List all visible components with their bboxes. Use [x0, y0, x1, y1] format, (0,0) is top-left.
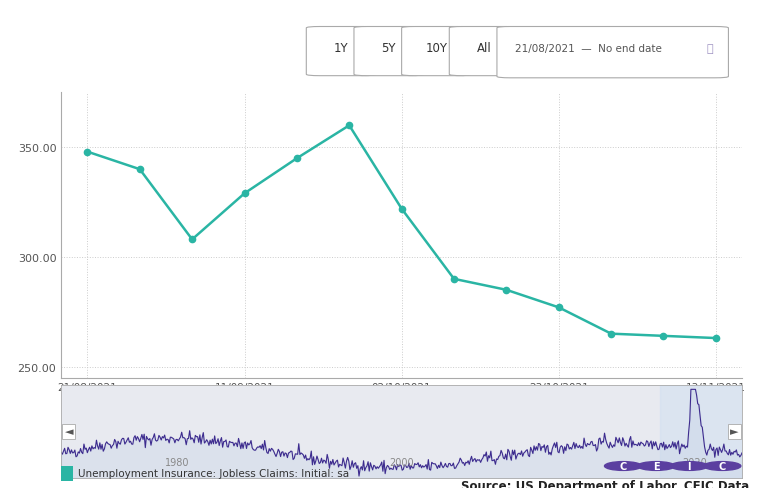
Text: C: C [718, 461, 726, 471]
Text: ►: ► [730, 427, 739, 437]
Text: 10Y: 10Y [425, 42, 448, 55]
Text: All: All [477, 42, 491, 55]
Text: I: I [688, 461, 691, 471]
Bar [660, 385, 742, 478]
Circle shape [704, 462, 741, 470]
Text: 1980: 1980 [164, 457, 189, 467]
Text: Unemployment Insurance: Jobless Claims: Initial: sa: Unemployment Insurance: Jobless Claims: … [78, 468, 349, 478]
Text: 21/08/2021  —  No end date: 21/08/2021 — No end date [516, 44, 662, 54]
Text: Source: US Department of Labor, CEIC Data: Source: US Department of Labor, CEIC Dat… [461, 479, 750, 488]
Circle shape [604, 462, 642, 470]
Text: 2020: 2020 [682, 457, 707, 467]
Circle shape [637, 462, 675, 470]
Text: 1Y: 1Y [334, 42, 348, 55]
Text: E: E [653, 461, 659, 471]
Circle shape [671, 462, 708, 470]
Text: C: C [620, 461, 627, 471]
FancyBboxPatch shape [402, 27, 471, 77]
FancyBboxPatch shape [306, 27, 376, 77]
Text: 📅: 📅 [707, 44, 714, 54]
Text: 2000: 2000 [389, 457, 414, 467]
Text: 5Y: 5Y [382, 42, 396, 55]
Bar [61, 466, 73, 481]
Text: ◄: ◄ [64, 427, 73, 437]
FancyBboxPatch shape [497, 27, 728, 79]
FancyBboxPatch shape [354, 27, 423, 77]
FancyBboxPatch shape [449, 27, 519, 77]
